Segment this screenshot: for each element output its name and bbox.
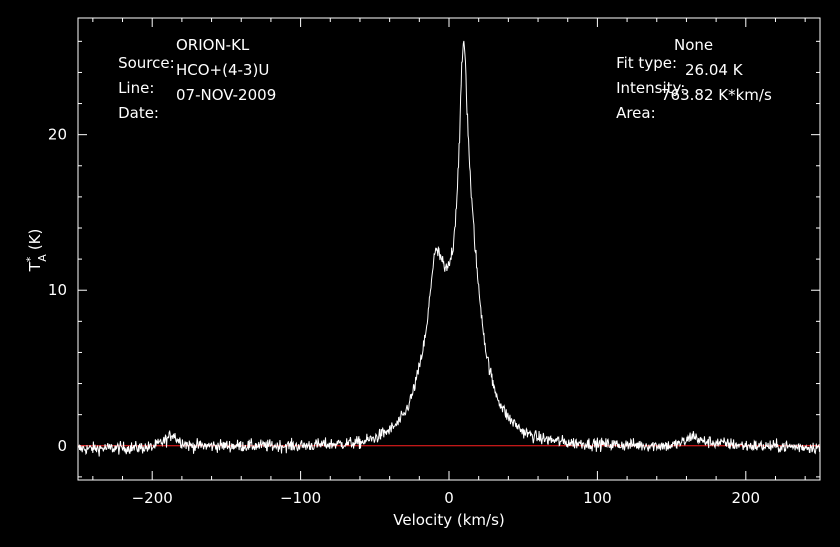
intensity-label: Intensity: [616, 79, 686, 97]
axis-tick-labels: −200 −100 0 100 200 0 10 20 [48, 126, 760, 507]
spectrum-line [77, 40, 820, 457]
area-label: Area: [616, 104, 656, 122]
x-tick-label: −100 [280, 489, 321, 507]
fit-row: Fit type: None [597, 36, 817, 108]
y-axis-label: T*A (K) [24, 229, 49, 273]
x-tick-label: 200 [731, 489, 760, 507]
date-label: Date: [118, 104, 159, 122]
x-tick-label: 0 [444, 489, 454, 507]
y-axis-label-sup: * [24, 256, 37, 262]
intensity-value: 26.04 K [685, 61, 743, 79]
fit-value: None [674, 36, 714, 54]
area-value: 763.82 K*km/s [661, 86, 772, 104]
y-tick-label: 20 [48, 126, 67, 144]
line-row: Line: HCO+(4-3)U [99, 61, 269, 133]
y-tick-label: 0 [57, 437, 67, 455]
line-label: Line: [118, 79, 155, 97]
x-tick-label: −200 [132, 489, 173, 507]
line-value: HCO+(4-3)U [176, 61, 270, 79]
source-value: ORION-KL [176, 36, 250, 54]
x-tick-label: 100 [583, 489, 612, 507]
y-tick-label: 10 [48, 281, 67, 299]
svg-text:T*A(K): T*A (K) [24, 229, 49, 273]
y-axis-label-unit: (K) [26, 229, 44, 251]
fit-label: Fit type: [616, 54, 677, 72]
source-row: Source: ORION-KL [99, 36, 249, 108]
x-axis-label: Velocity (km/s) [393, 511, 504, 529]
area-row: Area: 763.82 K*km/s [597, 86, 817, 158]
header-right: Fit type: None Intensity: 26.04 K Area: … [597, 36, 817, 122]
date-row: Date: 07-NOV-2009 [99, 86, 276, 158]
intensity-row: Intensity: 26.04 K [597, 61, 817, 133]
source-label: Source: [118, 54, 175, 72]
axis-ticks [78, 18, 820, 480]
header-left: Source: ORION-KL Line: HCO+(4-3)U Date: … [99, 36, 339, 122]
date-value: 07-NOV-2009 [176, 86, 277, 104]
y-axis-label-main: T [26, 261, 44, 272]
y-axis-label-sub: A [36, 254, 49, 262]
